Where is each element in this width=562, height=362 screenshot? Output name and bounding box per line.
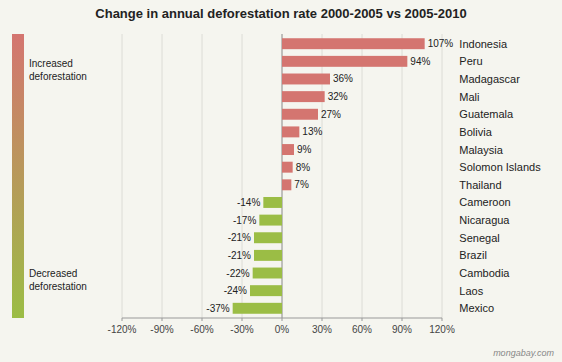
data-label: 7% <box>294 179 309 190</box>
data-label: 94% <box>410 56 430 67</box>
tick <box>362 318 363 321</box>
category-label: Thailand <box>459 179 501 191</box>
grid <box>122 34 442 318</box>
tick <box>242 318 243 321</box>
data-label: -21% <box>228 250 251 261</box>
gradient-bar <box>12 34 24 318</box>
tick-label: 60% <box>352 324 372 335</box>
grid-line <box>442 34 443 318</box>
category-label: Indonesia <box>459 38 508 50</box>
tick-label: 0% <box>275 324 290 335</box>
bar <box>263 197 282 208</box>
data-label: 32% <box>328 91 348 102</box>
category-label: Senegal <box>459 232 499 244</box>
data-label: -37% <box>206 303 229 314</box>
category-label: Madagascar <box>459 73 520 85</box>
bars <box>233 38 425 314</box>
bar <box>282 109 318 120</box>
tick <box>202 318 203 321</box>
tick <box>322 318 323 321</box>
bar <box>250 285 282 296</box>
category-label: Cambodia <box>459 267 510 279</box>
bar <box>282 126 299 137</box>
grid-line <box>122 34 123 318</box>
tick-label: -60% <box>190 324 213 335</box>
category-label: Mali <box>459 91 479 103</box>
bar <box>233 303 282 314</box>
grid-line <box>362 34 363 318</box>
category-label: Mexico <box>459 302 494 314</box>
category-label: Cameroon <box>459 196 510 208</box>
data-label: -24% <box>224 285 247 296</box>
bar <box>254 250 282 261</box>
bar <box>282 74 330 85</box>
bar <box>282 56 407 67</box>
category-label: Nicaragua <box>459 214 510 226</box>
category-label: Brazil <box>459 249 487 261</box>
chart: Change in annual deforestation rate 2000… <box>0 0 562 362</box>
annotation: Increased deforestation <box>29 58 87 82</box>
bar <box>282 144 294 155</box>
tick-label: -30% <box>230 324 253 335</box>
tick <box>442 318 443 321</box>
grid-line <box>402 34 403 318</box>
annotation: Decreased deforestation <box>29 268 87 292</box>
data-label: 107% <box>428 38 454 49</box>
tick-label: 90% <box>392 324 412 335</box>
data-label: -21% <box>228 232 251 243</box>
annotation-line: deforestation <box>29 71 87 82</box>
bar <box>282 91 325 102</box>
data-label: -17% <box>233 215 256 226</box>
grid-line <box>162 34 163 318</box>
category-label: Bolivia <box>459 126 492 138</box>
bar <box>253 268 282 279</box>
data-label: 36% <box>333 73 353 84</box>
data-label: 13% <box>302 126 322 137</box>
bar <box>254 232 282 243</box>
data-label: 8% <box>296 162 311 173</box>
tick <box>122 318 123 321</box>
annotation-line: Decreased <box>29 268 77 279</box>
annotation-line: deforestation <box>29 281 87 292</box>
background <box>0 0 562 362</box>
tick-label: 30% <box>312 324 332 335</box>
annotation-line: Increased <box>29 58 73 69</box>
tick-label: -90% <box>150 324 173 335</box>
data-label: -22% <box>226 268 249 279</box>
bar <box>259 215 282 226</box>
category-label: Malaysia <box>459 144 503 156</box>
tick-label: -120% <box>108 324 137 335</box>
data-label: 9% <box>297 144 312 155</box>
tick <box>402 318 403 321</box>
category-label: Peru <box>459 55 482 67</box>
tick <box>282 318 283 321</box>
data-label: 27% <box>321 109 341 120</box>
watermark: mongabay.com <box>493 348 554 358</box>
bar <box>282 179 291 190</box>
tick <box>162 318 163 321</box>
category-label: Solomon Islands <box>459 161 541 173</box>
title: Change in annual deforestation rate 2000… <box>95 6 466 21</box>
bar <box>282 38 425 49</box>
data-label: -14% <box>237 197 260 208</box>
category-label: Guatemala <box>459 108 514 120</box>
tick-label: 120% <box>429 324 455 335</box>
grid-line <box>202 34 203 318</box>
category-label: Laos <box>459 285 483 297</box>
bar <box>282 162 293 173</box>
